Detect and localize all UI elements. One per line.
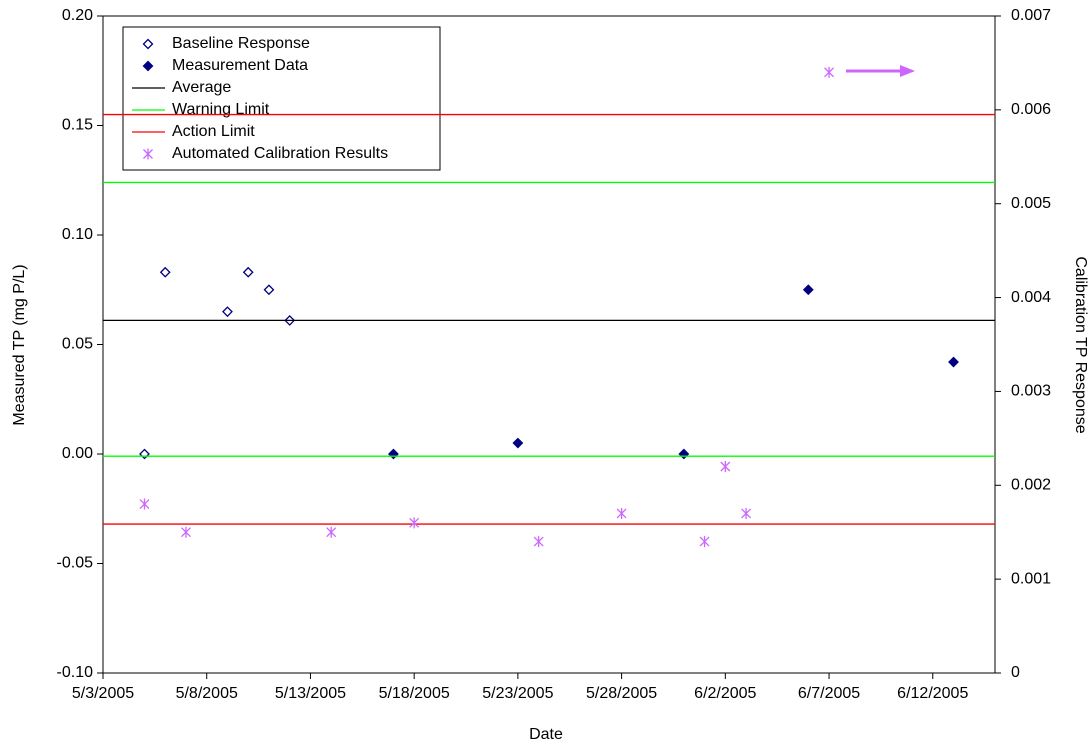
point <box>159 266 171 278</box>
legend-label: Measurement Data <box>172 57 308 74</box>
y2-tick-label: 0 <box>1011 664 1020 681</box>
point <box>741 507 752 519</box>
y-tick-label: 0.05 <box>62 336 93 353</box>
legend-swatch <box>143 148 153 160</box>
x-tick-label: 5/8/2005 <box>176 685 238 702</box>
point <box>720 461 731 473</box>
legend-swatch <box>142 60 154 72</box>
point <box>387 448 399 460</box>
y2-tick-label: 0.004 <box>1011 289 1051 306</box>
x-tick-label: 6/2/2005 <box>694 685 756 702</box>
y-tick-label: 0.20 <box>62 7 93 24</box>
y-tick-label: 0.00 <box>62 445 93 462</box>
legend-label: Warning Limit <box>172 101 270 118</box>
legend-label: Baseline Response <box>172 35 310 52</box>
legend-label: Average <box>172 79 231 96</box>
x-tick-label: 5/23/2005 <box>482 685 553 702</box>
y-tick-label: -0.05 <box>57 555 94 572</box>
point <box>409 517 420 529</box>
legend-swatch <box>142 38 154 50</box>
point <box>242 266 254 278</box>
x-tick-label: 5/3/2005 <box>72 685 134 702</box>
y-axis-title: Measured TP (mg P/L) <box>11 264 28 425</box>
legend-box <box>122 26 441 171</box>
point <box>824 66 835 78</box>
point <box>678 448 690 460</box>
x-tick-label: 5/13/2005 <box>275 685 346 702</box>
point <box>948 356 959 368</box>
point <box>802 284 814 296</box>
legend-label: Action Limit <box>172 123 255 140</box>
x-tick-label: 5/18/2005 <box>379 685 450 702</box>
y2-tick-label: 0.007 <box>1011 7 1051 24</box>
y2-tick-label: 0.006 <box>1011 101 1051 118</box>
legend-label: Automated Calibration Results <box>172 145 388 162</box>
point <box>326 526 337 538</box>
x-tick-label: 5/28/2005 <box>586 685 657 702</box>
y-tick-label: 0.10 <box>62 226 93 243</box>
y2-tick-label: 0.005 <box>1011 195 1051 212</box>
x-tick-label: 6/12/2005 <box>897 685 968 702</box>
point <box>533 536 544 548</box>
y2-tick-label: 0.003 <box>1011 383 1051 400</box>
x-tick-label: 6/7/2005 <box>798 685 860 702</box>
point <box>512 437 524 449</box>
y2-tick-label: 0.001 <box>1011 570 1051 587</box>
point <box>699 536 710 548</box>
y2-tick-label: 0.002 <box>1011 477 1051 494</box>
point <box>222 306 233 318</box>
y-tick-label: 0.15 <box>62 117 93 134</box>
x-axis-title: Date <box>529 726 563 743</box>
point <box>181 526 191 538</box>
point <box>139 498 150 510</box>
axis-arrow <box>846 65 915 77</box>
y2-axis-title: Calibration TP Response <box>1072 256 1089 433</box>
point <box>263 284 275 296</box>
y-tick-label: -0.10 <box>57 664 94 681</box>
point <box>616 507 627 519</box>
point <box>139 448 150 460</box>
